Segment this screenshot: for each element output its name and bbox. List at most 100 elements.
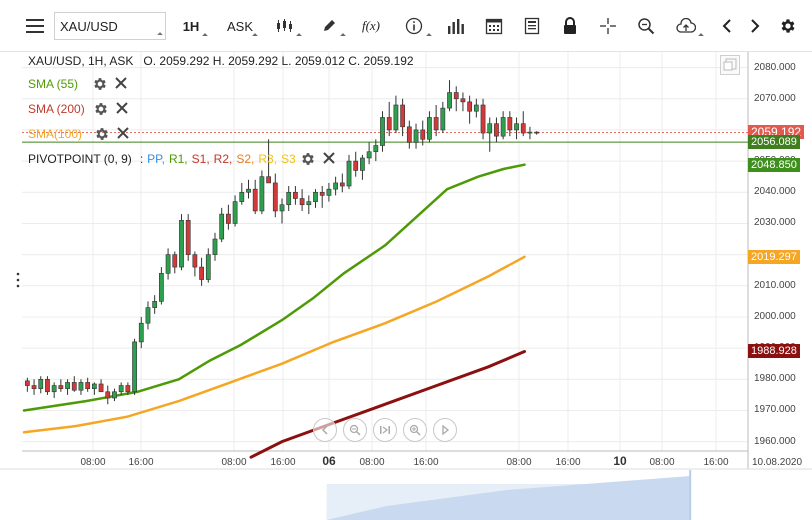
indicator-label: SMA(100) <box>28 127 83 141</box>
scroll-right-button[interactable] <box>742 12 768 40</box>
candle <box>239 182 245 205</box>
drag-handle-icon[interactable] <box>16 271 20 289</box>
candle-body <box>313 191 318 202</box>
indicators-button[interactable]: f(x) <box>354 12 388 40</box>
candle-body <box>440 107 446 131</box>
gear-icon[interactable] <box>93 101 109 117</box>
candle <box>500 111 506 140</box>
candle <box>293 186 298 205</box>
candle-body <box>286 191 292 206</box>
time-axis-label: 16:00 <box>128 457 154 468</box>
candle-body <box>172 254 178 268</box>
candle <box>453 86 459 112</box>
candle-body <box>112 391 117 399</box>
play-icon <box>442 425 450 435</box>
crosshair-icon <box>600 18 616 34</box>
candle <box>380 111 385 152</box>
toolbar: 1H ASK f(x) <box>0 0 812 52</box>
chart-type-button[interactable] <box>266 12 302 40</box>
gear-icon[interactable] <box>300 151 316 167</box>
candle <box>172 251 178 274</box>
candle <box>366 142 372 165</box>
candle-body <box>293 191 298 199</box>
candle-body <box>534 131 540 134</box>
price-axis-label: 2040.000 <box>754 186 796 198</box>
chevron-left-icon <box>722 19 731 33</box>
candle-body <box>366 151 372 159</box>
candle-body <box>339 182 345 187</box>
candle <box>98 379 104 393</box>
zoom-in-button[interactable] <box>403 418 427 442</box>
candle-body <box>319 191 325 196</box>
indicator-label: PIVOTPOINT (0, 9) <box>28 152 132 166</box>
resize-icon[interactable] <box>720 55 740 75</box>
candle <box>192 251 198 277</box>
chevron-right-icon <box>751 19 760 33</box>
time-axis-label: 16:00 <box>703 457 729 468</box>
candle <box>406 120 412 149</box>
candle-body <box>31 385 37 389</box>
candle <box>534 131 540 135</box>
symbol-line: XAU/USD, 1H, ASK <box>28 54 134 68</box>
price-axis-label: 2070.000 <box>754 92 796 104</box>
candle <box>333 176 338 196</box>
scroll-back-button[interactable] <box>313 418 337 442</box>
info-icon <box>405 17 423 35</box>
close-icon[interactable] <box>114 76 130 92</box>
fx-label: f(x) <box>361 18 381 33</box>
price-axis-label: 1960.000 <box>754 435 796 447</box>
lock-button[interactable] <box>554 12 586 40</box>
zoom-icon <box>638 18 655 35</box>
reset-button[interactable] <box>373 418 397 442</box>
info-button[interactable] <box>396 12 432 40</box>
candle <box>433 104 439 137</box>
candle <box>91 382 97 395</box>
navigator <box>326 470 692 520</box>
time-axis-label: 16:00 <box>555 457 581 468</box>
candle <box>386 101 392 137</box>
candle-body <box>212 238 218 255</box>
candle-body <box>65 382 70 389</box>
pivot-legend-item: R2, <box>213 152 233 166</box>
candle <box>78 379 84 395</box>
candle <box>152 295 158 314</box>
candle <box>266 139 271 184</box>
candle-body <box>460 98 466 103</box>
candle <box>299 189 305 211</box>
price-type-button[interactable]: ASK <box>222 12 258 40</box>
candle <box>158 267 164 305</box>
candle <box>527 126 533 140</box>
gear-icon[interactable] <box>94 126 110 142</box>
time-axis-label: 16:00 <box>413 457 439 468</box>
candle-body <box>487 123 493 134</box>
zoom-button[interactable] <box>630 12 662 40</box>
draw-tool-button[interactable] <box>312 12 346 40</box>
candle <box>319 186 325 208</box>
crosshair-button[interactable] <box>592 12 624 40</box>
close-icon[interactable] <box>115 101 131 117</box>
candle-body <box>185 220 191 255</box>
scroll-left-button[interactable] <box>714 12 740 40</box>
pivot-separator: : <box>139 152 144 166</box>
zoom-in-icon <box>409 424 421 436</box>
gear-icon[interactable] <box>92 76 108 92</box>
candle-body <box>199 266 204 280</box>
scroll-forward-button[interactable] <box>433 418 457 442</box>
menu-button[interactable] <box>18 12 52 40</box>
interval-button[interactable]: 1H <box>174 12 208 40</box>
close-icon[interactable] <box>116 126 132 142</box>
upload-button[interactable] <box>668 12 704 40</box>
symbol-input[interactable] <box>54 12 166 40</box>
settings-button[interactable] <box>772 12 804 40</box>
candle-body <box>51 385 57 393</box>
volume-button[interactable] <box>440 12 472 40</box>
candle-body <box>145 307 151 324</box>
calendar-button[interactable] <box>478 12 510 40</box>
candle-body <box>527 131 533 134</box>
close-icon[interactable] <box>322 151 338 167</box>
template-button[interactable] <box>516 12 548 40</box>
zoom-out-button[interactable] <box>343 418 367 442</box>
candle-body <box>520 123 526 134</box>
plot-background <box>22 52 748 451</box>
